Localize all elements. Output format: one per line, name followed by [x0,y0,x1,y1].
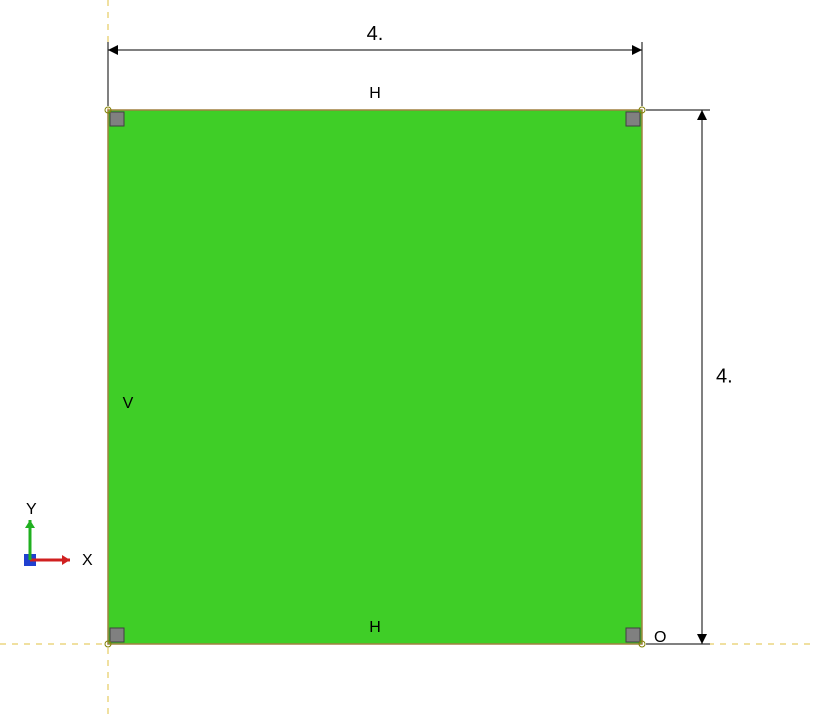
constraint-label-left: V [123,395,134,412]
sketch-square-face[interactable] [108,110,642,644]
cad-sketch-canvas: HHVO4.4.XY [0,0,816,715]
dim-value-horizontal[interactable]: 4. [367,23,384,45]
constraint-label-bottom: H [369,619,381,636]
triad-y-label: Y [26,501,37,518]
corner-marker-bottom-right [626,628,640,642]
corner-marker-bottom-left [110,628,124,642]
corner-marker-top-right [626,112,640,126]
corner-marker-top-left [110,112,124,126]
constraint-label-top: H [369,85,381,102]
dim-value-vertical[interactable]: 4. [716,365,733,387]
triad-x-label: X [82,552,93,569]
